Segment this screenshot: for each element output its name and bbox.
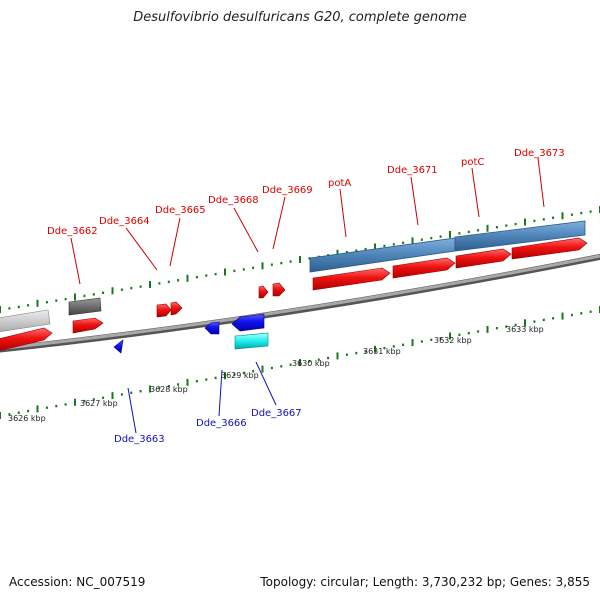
genome-title: Desulfovibrio desulfuricans G20, complet… [133, 10, 467, 25]
gene-label[interactable]: Dde_3662 [47, 226, 98, 237]
scale-label: 3633 kbp [506, 325, 544, 334]
genome-backbone-highlight [0, 254, 600, 350]
gene-label[interactable]: Dde_3666 [196, 418, 247, 429]
forward-strand-ticks [0, 206, 600, 313]
gene-forward-small-5[interactable] [272, 282, 286, 297]
gene-label[interactable]: Dde_3665 [155, 205, 206, 216]
scale-label: 3630 kbp [292, 359, 330, 368]
gene-Dde_3673[interactable] [511, 237, 588, 260]
gene-label[interactable]: Dde_3664 [99, 216, 150, 227]
gene-potC[interactable] [455, 248, 512, 269]
genome-summary-text: Topology: circular; Length: 3,730,232 bp… [260, 575, 590, 589]
gene-Dde_3666[interactable] [204, 321, 220, 335]
scale-label: 3632 kbp [434, 336, 472, 345]
scale-label: 3627 kbp [80, 399, 118, 408]
gene-Dde_3671[interactable] [392, 257, 456, 279]
gene-forward-small-2[interactable] [156, 303, 172, 318]
gene-label[interactable]: Dde_3668 [208, 195, 259, 206]
forward-gene-labels: Dde_3662 Dde_3664 Dde_3665 Dde_3668 Dde_… [47, 148, 565, 285]
scale-label: 3629 kbp [221, 371, 259, 380]
gene-forward-small-1[interactable] [72, 317, 104, 334]
reverse-strand-ticks [0, 306, 600, 419]
gene-light-grey[interactable] [0, 309, 51, 332]
gene-label[interactable]: Dde_3669 [262, 185, 313, 196]
scale-label: 3626 kbp [8, 414, 46, 423]
operon-bar[interactable] [309, 220, 586, 273]
gene-label[interactable]: Dde_3673 [514, 148, 565, 159]
gene-label[interactable]: potA [328, 178, 351, 189]
gene-label[interactable]: Dde_3667 [251, 408, 302, 419]
scale-label: 3628 kbp [150, 385, 188, 394]
scale-labels: 3626 kbp 3627 kbp 3628 kbp 3629 kbp 3630… [8, 325, 544, 423]
gene-potA[interactable] [312, 267, 391, 291]
reverse-gene-labels: Dde_3663 Dde_3666 Dde_3667 [114, 361, 302, 445]
gene-forward-small-3[interactable] [170, 301, 183, 316]
gene-Dde_3663[interactable] [113, 339, 124, 354]
gene-label[interactable]: potC [461, 157, 484, 168]
gene-forward-small-4[interactable] [258, 285, 269, 299]
gene-Dde_3667[interactable] [234, 332, 269, 350]
gene-forward-left-edge[interactable] [0, 327, 53, 351]
scale-label: 3631 kbp [363, 347, 401, 356]
gene-label[interactable]: Dde_3671 [387, 165, 438, 176]
gene-label[interactable]: Dde_3663 [114, 434, 165, 445]
gene-blue-large[interactable] [231, 313, 265, 332]
gene-dark-grey[interactable] [68, 297, 102, 316]
accession-text: Accession: NC_007519 [9, 575, 146, 589]
